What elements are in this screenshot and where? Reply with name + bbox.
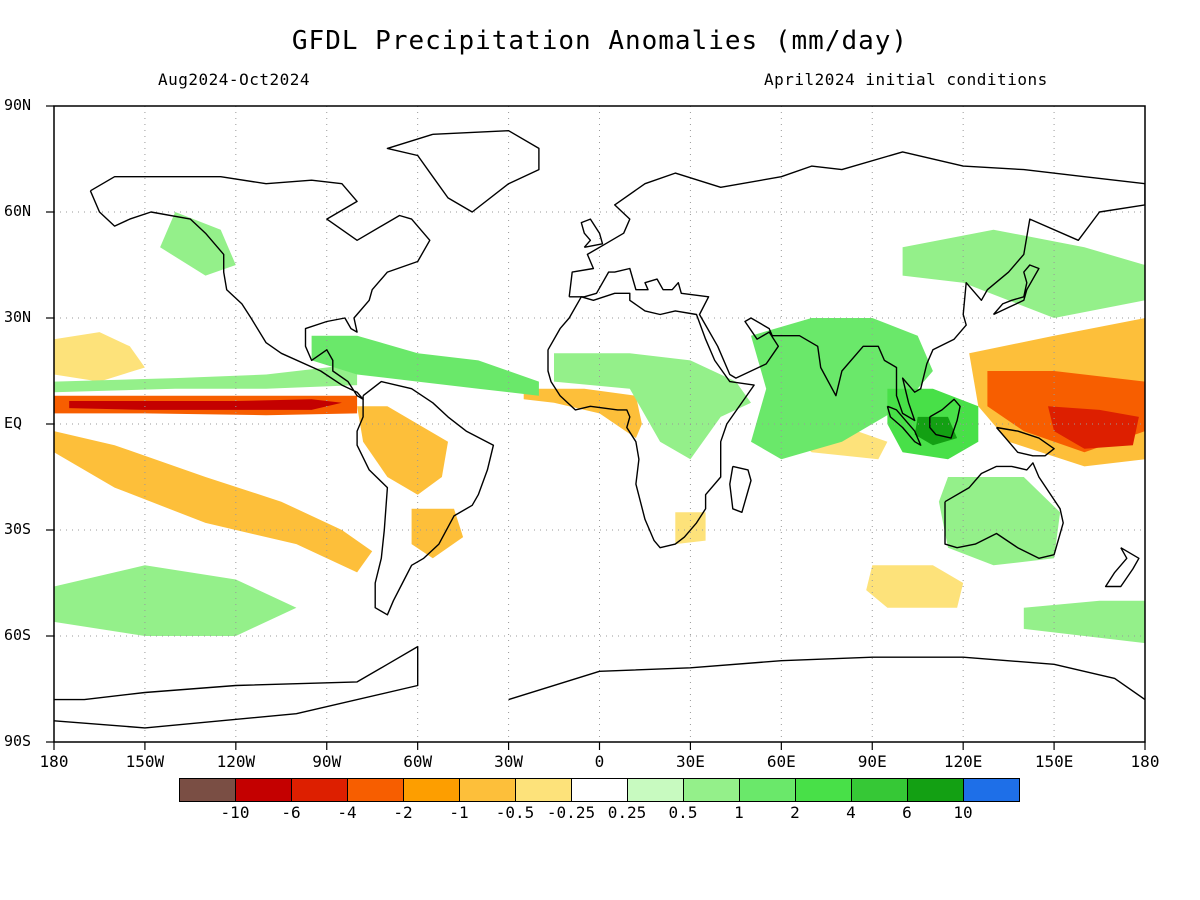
anomaly-region-2 <box>54 431 373 573</box>
anomaly-region-9 <box>866 565 964 608</box>
anomaly-region-16 <box>554 353 751 460</box>
anomaly-region-23 <box>1023 600 1145 644</box>
colorbar-swatch <box>179 778 236 802</box>
colorbar-label: 10 <box>953 803 973 822</box>
coastline-eurasia <box>568 151 1145 422</box>
coastline-borneo <box>929 398 961 439</box>
colorbar-label: 4 <box>846 803 856 822</box>
colorbar-label: -4 <box>337 803 357 822</box>
coastlines <box>54 129 1145 729</box>
axis-ticks <box>46 105 1146 750</box>
colorbar-label: 0.5 <box>668 803 698 822</box>
lon-label: 60W <box>403 752 433 771</box>
anomaly-region-12 <box>1048 406 1139 449</box>
colorbar-swatch <box>235 778 292 802</box>
colorbar-swatch <box>347 778 404 802</box>
lat-label: 90N <box>4 96 32 114</box>
colorbar-swatch <box>907 778 964 802</box>
coastline-uk <box>580 218 604 248</box>
colorbar-swatch <box>739 778 796 802</box>
coastline-antarctica <box>54 645 419 729</box>
colorbar-swatch <box>571 778 628 802</box>
lon-label: 60E <box>766 752 796 771</box>
anomaly-region-4 <box>357 406 448 495</box>
lat-label: 60S <box>4 626 32 644</box>
colorbar-label: 6 <box>902 803 912 822</box>
colorbar-label: -0.5 <box>495 803 535 822</box>
coastline-africa <box>547 292 755 549</box>
colorbar-swatch <box>795 778 852 802</box>
lon-label: 0 <box>594 752 605 771</box>
coastline-australia <box>944 462 1064 559</box>
anomaly-region-19 <box>914 416 958 446</box>
anomaly-region-13 <box>54 363 358 393</box>
coastline-antarctica-east <box>508 656 1145 701</box>
colorbar-swatch <box>459 778 516 802</box>
anomaly-region-17 <box>751 318 933 460</box>
colorbar-label: 2 <box>790 803 800 822</box>
lon-label: 90W <box>312 752 342 771</box>
coastline-new-guinea <box>995 426 1055 457</box>
colorbar-swatch <box>515 778 572 802</box>
coastline-madagascar <box>729 465 752 513</box>
graticule <box>54 106 1145 742</box>
anomaly-region-22 <box>160 212 236 276</box>
map-title: GFDL Precipitation Anomalies (mm/day) <box>291 26 909 56</box>
anomaly-regions <box>54 212 1145 644</box>
lat-label: 60N <box>4 202 32 220</box>
colorbar-label: 0.25 <box>607 803 647 822</box>
lat-label: 30S <box>4 520 32 538</box>
colorbar-label: -1 <box>449 803 469 822</box>
coastline-sumatra <box>886 405 922 446</box>
colorbar-swatch <box>627 778 684 802</box>
colorbar-swatch <box>963 778 1020 802</box>
anomaly-region-3 <box>54 332 145 382</box>
colorbar-swatch <box>683 778 740 802</box>
colorbar-label: -10 <box>220 803 250 822</box>
anomaly-region-6 <box>523 388 642 439</box>
anomaly-region-15 <box>311 335 539 396</box>
lat-label: 30N <box>4 308 32 326</box>
coastline-greenland <box>386 129 540 213</box>
coastline-japan <box>992 264 1040 316</box>
colorbar-swatch <box>851 778 908 802</box>
coastline-south-america <box>356 380 495 616</box>
initial-conditions: April2024 initial conditions <box>764 70 1048 89</box>
anomaly-region-1 <box>69 399 342 410</box>
colorbar-label: 1 <box>734 803 744 822</box>
colorbar-swatch <box>291 778 348 802</box>
lon-label: 150W <box>125 752 165 771</box>
lon-label: 180 <box>1130 752 1160 771</box>
lon-label: 120W <box>216 752 256 771</box>
lon-label: 30W <box>494 752 524 771</box>
colorbar-label: -6 <box>281 803 301 822</box>
coastline-new-zealand <box>1104 547 1140 588</box>
coastline-north-america <box>89 175 431 400</box>
lat-label: 90S <box>4 732 32 750</box>
colorbar <box>179 778 1020 802</box>
colorbar-swatch <box>403 778 460 802</box>
lat-label: EQ <box>4 414 23 432</box>
anomaly-region-5 <box>411 508 464 559</box>
lon-label: 180 <box>39 752 69 771</box>
anomaly-region-14 <box>54 565 297 636</box>
colorbar-label: -0.25 <box>546 803 596 822</box>
lon-label: 30E <box>675 752 705 771</box>
lon-label: 150E <box>1034 752 1074 771</box>
lon-label: 120E <box>943 752 983 771</box>
colorbar-label: -2 <box>393 803 413 822</box>
lon-label: 90E <box>857 752 887 771</box>
forecast-period: Aug2024-Oct2024 <box>158 70 310 89</box>
anomaly-region-20 <box>938 477 1061 566</box>
